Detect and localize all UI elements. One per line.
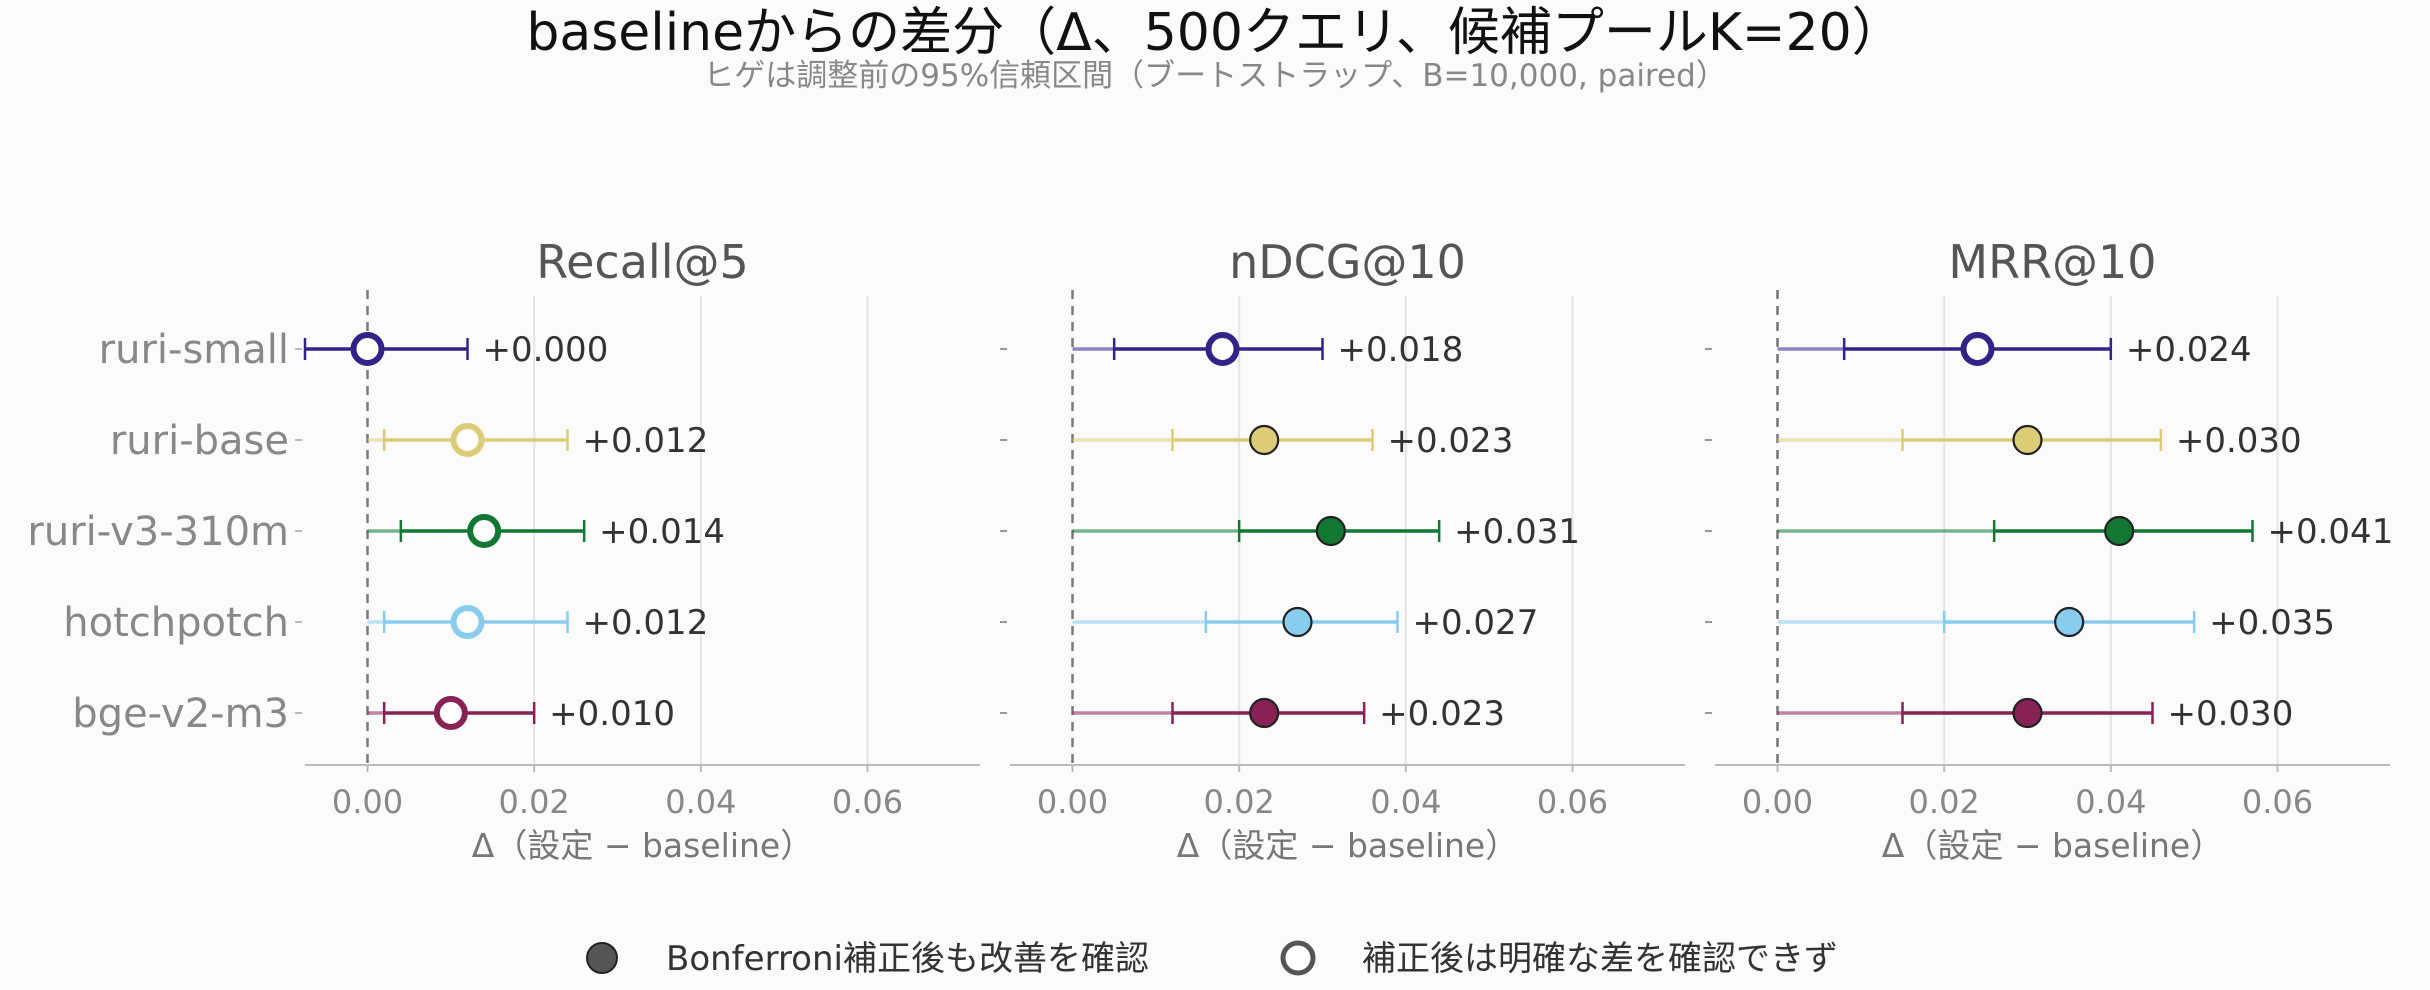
panel-2: nDCG@10 0.00 0.02 0.04 0.06 Δ（設定 − baseline） +… (1000, 235, 1685, 865)
figure-title: baselineからの差分（Δ、500クエリ、候補プールK=20） (526, 3, 1903, 63)
x-axis-label: Δ（設定 − baseline） (472, 826, 813, 865)
x-axis-label: Δ（設定 − baseline） (1177, 826, 1518, 865)
value-label: +0.000 (483, 330, 609, 370)
value-label: +0.030 (2168, 694, 2294, 734)
point-marker-filled (2104, 515, 2135, 547)
point-marker-hollow (1205, 332, 1240, 366)
figure-subtitle: ヒゲは調整前の95%信頼区間（ブートストラップ、B=10,000, paired… (703, 58, 1727, 94)
point-marker-hollow (433, 696, 468, 730)
x-tick-label: 0.02 (499, 783, 570, 821)
point-marker-hollow (467, 514, 502, 548)
panel-1: Recall@5 0.00 0.02 0.04 0.06 Δ（設定 − baseline）… (27, 235, 980, 865)
legend-filled-marker (586, 942, 618, 974)
x-tick-label: 0.06 (2242, 783, 2313, 821)
value-label: +0.027 (1413, 603, 1539, 643)
value-label: +0.031 (1454, 512, 1580, 552)
point-marker-filled (1282, 606, 1313, 638)
panel-3: MRR@10 0.00 0.02 0.04 0.06 Δ（設定 − baseline） +0… (1705, 235, 2393, 865)
x-tick-label: 0.02 (1204, 783, 1275, 821)
point-marker-filled (2012, 697, 2043, 729)
legend-filled-label: Bonferroni補正後も改善を確認 (666, 939, 1149, 979)
point-marker-hollow (350, 332, 385, 366)
value-label: +0.012 (583, 603, 709, 643)
y-tick-label: ruri-small (99, 327, 289, 373)
value-label: +0.030 (2176, 421, 2302, 461)
x-tick-label: 0.04 (1370, 783, 1441, 821)
x-tick-label: 0.00 (332, 783, 403, 821)
y-tick-label: ruri-v3-310m (27, 509, 289, 555)
value-label: +0.035 (2209, 603, 2335, 643)
y-tick-label: bge-v2-m3 (72, 691, 289, 737)
value-label: +0.023 (1388, 421, 1514, 461)
legend-hollow-label: 補正後は明確な差を確認できず (1362, 939, 1838, 979)
x-axis-label: Δ（設定 − baseline） (1882, 826, 2223, 865)
panel-title: nDCG@10 (1229, 235, 1466, 289)
value-label: +0.018 (1338, 330, 1464, 370)
x-tick-label: 0.04 (2075, 783, 2146, 821)
point-marker-filled (1315, 515, 1346, 547)
y-tick-label: hotchpotch (63, 600, 289, 646)
panel-title: MRR@10 (1948, 235, 2156, 289)
point-marker-hollow (450, 605, 485, 639)
point-marker-filled (1249, 424, 1280, 456)
value-label: +0.014 (599, 512, 725, 552)
legend-hollow-marker (1280, 940, 1316, 976)
value-label: +0.024 (2126, 330, 2252, 370)
value-label: +0.041 (2268, 512, 2394, 552)
x-tick-label: 0.02 (1909, 783, 1980, 821)
point-marker-filled (1249, 697, 1280, 729)
point-marker-hollow (450, 423, 485, 457)
value-label: +0.012 (583, 421, 709, 461)
value-label: +0.010 (549, 694, 675, 734)
point-marker-filled (2054, 606, 2085, 638)
x-tick-label: 0.06 (832, 783, 903, 821)
panels: Recall@5 0.00 0.02 0.04 0.06 Δ（設定 − baseline）… (27, 235, 2393, 865)
panel-title: Recall@5 (536, 235, 749, 289)
x-tick-label: 0.00 (1037, 783, 1108, 821)
legend: Bonferroni補正後も改善を確認 補正後は明確な差を確認できず (586, 939, 1838, 979)
x-tick-label: 0.00 (1742, 783, 1813, 821)
point-marker-filled (2012, 424, 2043, 456)
value-label: +0.023 (1379, 694, 1505, 734)
x-tick-label: 0.06 (1537, 783, 1608, 821)
y-tick-label: ruri-base (110, 418, 289, 464)
point-marker-hollow (1960, 332, 1995, 366)
x-tick-label: 0.04 (665, 783, 736, 821)
